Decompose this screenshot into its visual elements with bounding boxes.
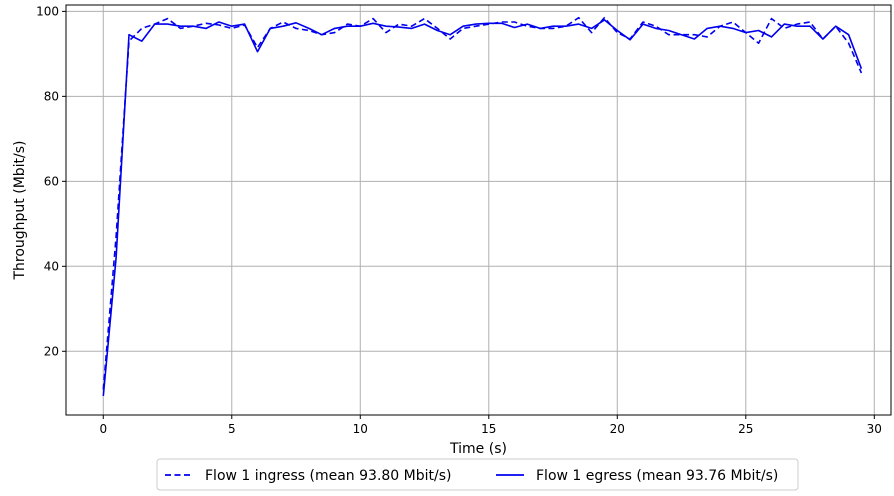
legend-ingress-label: Flow 1 ingress (mean 93.80 Mbit/s)	[205, 468, 451, 484]
x-axis-label: Time (s)	[449, 441, 507, 457]
legend: Flow 1 ingress (mean 93.80 Mbit/s) Flow …	[156, 458, 799, 491]
y-axis-label: Throughput (Mbit/s)	[12, 140, 28, 280]
axis-ticks: 0 5 10 15 20 25 30 20 40 60 80 100	[36, 4, 882, 436]
x-tick-label: 5	[228, 422, 236, 436]
grid-lines	[66, 5, 891, 415]
y-tick-label: 40	[44, 259, 59, 273]
egress-series-line	[102, 19, 863, 396]
y-tick-label: 60	[44, 174, 59, 188]
y-tick-label: 20	[44, 344, 59, 358]
x-tick-label: 10	[353, 422, 368, 436]
y-tick-label: 80	[44, 89, 59, 103]
y-tick-label: 100	[36, 4, 59, 18]
ingress-series-line	[102, 16, 863, 390]
x-tick-label: 0	[99, 422, 107, 436]
x-tick-label: 25	[738, 422, 753, 436]
plot-frame	[65, 4, 892, 416]
legend-egress-label: Flow 1 egress (mean 93.76 Mbit/s)	[536, 468, 778, 484]
x-tick-label: 20	[610, 422, 625, 436]
x-tick-label: 15	[481, 422, 496, 436]
x-tick-label: 30	[867, 422, 882, 436]
series-lines	[102, 16, 863, 396]
legend-box	[156, 458, 799, 491]
